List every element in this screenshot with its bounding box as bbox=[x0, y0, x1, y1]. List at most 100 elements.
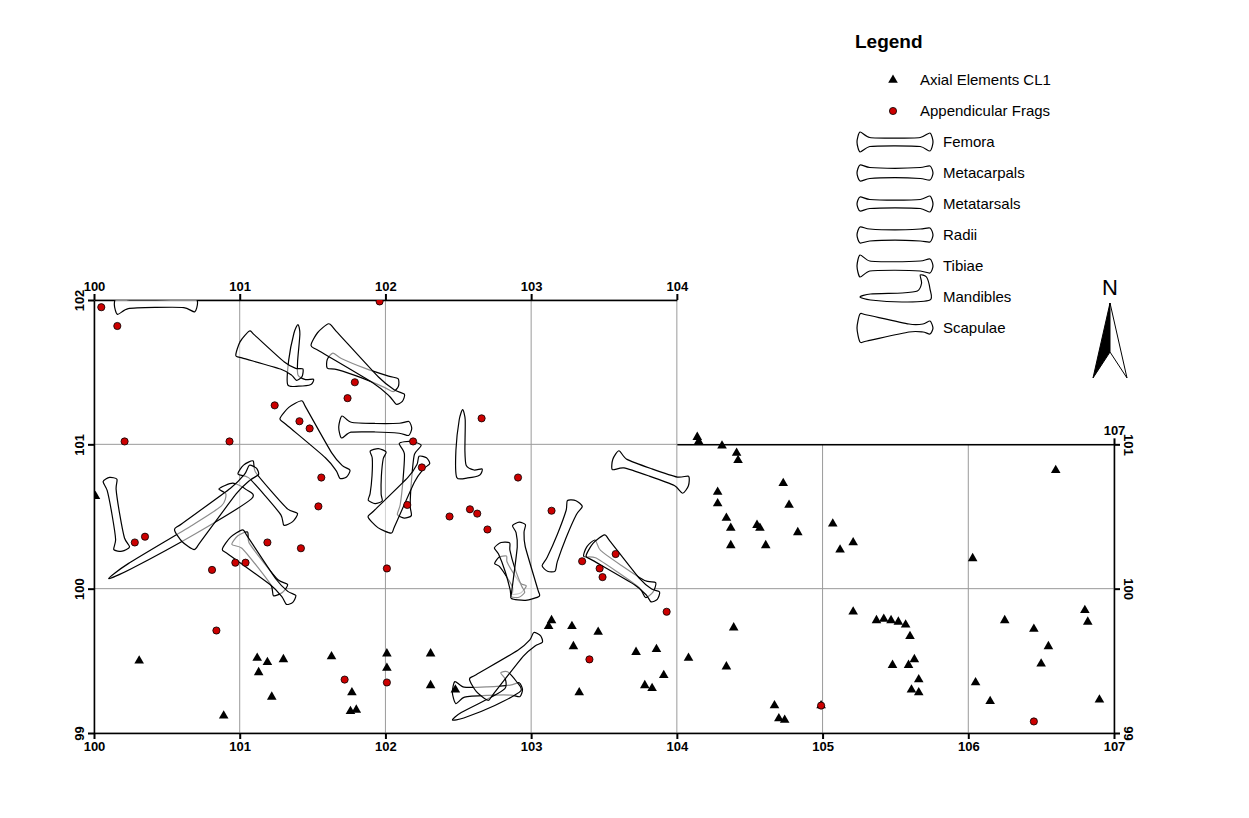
axial-point bbox=[770, 700, 780, 708]
appendicular-point bbox=[478, 415, 485, 422]
bone-group bbox=[103, 477, 526, 594]
axial-point bbox=[652, 644, 662, 652]
axial-point bbox=[910, 654, 920, 662]
legend-entry: Axial Elements CL1 bbox=[888, 71, 1051, 88]
grid-line bbox=[94, 588, 1114, 589]
axial-point bbox=[426, 680, 436, 688]
tick-mark bbox=[822, 733, 824, 739]
legend-symbol bbox=[857, 196, 933, 212]
tick-mark bbox=[88, 300, 94, 302]
axial-point bbox=[694, 436, 704, 444]
tick-mark bbox=[531, 294, 533, 300]
bone-outline bbox=[368, 456, 430, 533]
axial-point bbox=[219, 710, 229, 718]
tick-mark bbox=[1114, 438, 1116, 444]
tick-label: 104 bbox=[667, 279, 689, 294]
axial-point bbox=[971, 677, 981, 685]
tick-label: 101 bbox=[229, 739, 251, 754]
legend-label: Radii bbox=[943, 226, 977, 243]
bone-outline bbox=[586, 535, 660, 602]
axial-point bbox=[793, 527, 803, 535]
tick-mark bbox=[94, 294, 96, 300]
axial-point bbox=[94, 491, 100, 499]
appendicular-point bbox=[306, 425, 313, 432]
bone-outline bbox=[339, 416, 412, 438]
appendicular-point bbox=[404, 501, 411, 508]
bone-outline bbox=[612, 451, 690, 493]
axial-point bbox=[968, 553, 978, 561]
grid bbox=[94, 300, 1114, 733]
legend-label: Metatarsals bbox=[943, 195, 1021, 212]
axial-point bbox=[631, 647, 641, 655]
axial-point bbox=[726, 522, 736, 530]
bone-outline bbox=[469, 632, 542, 700]
axial-point bbox=[382, 648, 392, 656]
axial-point bbox=[886, 615, 896, 623]
axial-point bbox=[647, 683, 657, 691]
tick-mark bbox=[676, 733, 678, 739]
tick-mark bbox=[1114, 733, 1120, 735]
tick-mark bbox=[968, 733, 970, 739]
axial-point bbox=[914, 674, 924, 682]
tick-mark bbox=[676, 294, 678, 300]
north-label: N bbox=[1102, 275, 1118, 300]
appendicular-point bbox=[351, 379, 358, 386]
tick: 99 bbox=[72, 726, 94, 740]
axial-point bbox=[1095, 694, 1105, 702]
bone-outline bbox=[368, 449, 386, 504]
tick-mark bbox=[1114, 588, 1120, 590]
legend-entry: Femora bbox=[857, 132, 995, 152]
axial-point bbox=[726, 540, 736, 548]
legend-symbol bbox=[857, 132, 933, 152]
appendicular-point bbox=[318, 474, 325, 481]
axial-point bbox=[593, 626, 603, 634]
axial-point bbox=[722, 661, 732, 669]
axial-point bbox=[1080, 605, 1090, 613]
axial-point bbox=[835, 544, 845, 552]
axial-point bbox=[780, 714, 790, 722]
axial-point bbox=[574, 687, 584, 695]
appendicular-point bbox=[296, 418, 303, 425]
axial-point bbox=[1000, 615, 1010, 623]
bone-outline bbox=[236, 331, 303, 380]
axial-point bbox=[659, 670, 669, 678]
appendicular-point bbox=[596, 565, 603, 572]
tick: 104 bbox=[667, 733, 689, 754]
y-axis-left: 99100101102 bbox=[72, 290, 95, 741]
grid-line bbox=[239, 300, 240, 733]
legend-symbol bbox=[889, 107, 896, 114]
y-axis-right: 99100101 bbox=[1114, 434, 1136, 741]
tick: 99 bbox=[1114, 726, 1136, 740]
legend-symbol bbox=[857, 227, 933, 243]
appendicular-point bbox=[446, 513, 453, 520]
appendicular-point bbox=[213, 627, 220, 634]
appendicular-point bbox=[297, 545, 304, 552]
appendicular-point bbox=[474, 510, 481, 517]
axial-point bbox=[872, 615, 882, 623]
axial-point bbox=[848, 606, 858, 614]
tick-label: 100 bbox=[84, 279, 106, 294]
appendicular-point bbox=[131, 539, 138, 546]
axial-point bbox=[901, 619, 911, 627]
axial-point bbox=[1044, 641, 1054, 649]
bone-outline bbox=[511, 522, 540, 600]
axial-point bbox=[451, 684, 461, 692]
axial-point bbox=[351, 704, 361, 712]
axis-line bbox=[677, 444, 1114, 446]
bone-outline bbox=[542, 500, 582, 572]
axial-point bbox=[905, 631, 915, 639]
appendicular-point bbox=[271, 402, 278, 409]
x-axis-top-right: 107 bbox=[677, 423, 1125, 445]
axial-point bbox=[907, 684, 917, 692]
axial-point bbox=[382, 663, 392, 671]
axial-point bbox=[828, 518, 838, 526]
appendicular-point bbox=[114, 322, 121, 329]
axis-line bbox=[95, 733, 1115, 735]
tick-label: 105 bbox=[812, 739, 834, 754]
tick-mark bbox=[88, 733, 94, 735]
legend-label: Tibiae bbox=[943, 257, 983, 274]
tick: 102 bbox=[375, 279, 397, 300]
appendicular-point bbox=[599, 574, 606, 581]
tick-mark bbox=[385, 294, 387, 300]
appendicular-point bbox=[579, 558, 586, 565]
